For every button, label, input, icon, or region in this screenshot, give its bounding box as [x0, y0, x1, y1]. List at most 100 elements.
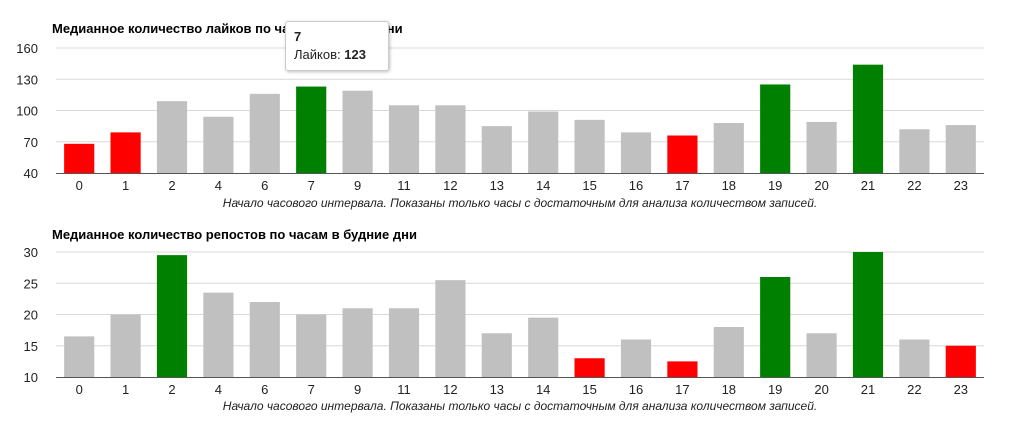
y-tick-label: 25	[24, 276, 38, 291]
x-tick-label: 18	[722, 382, 736, 397]
x-tick-label: 6	[261, 178, 268, 193]
x-tick-label: 17	[675, 382, 689, 397]
x-tick-label: 19	[768, 178, 782, 193]
bar	[528, 111, 559, 173]
x-tick-label: 22	[907, 382, 921, 397]
bar	[574, 358, 605, 377]
chart-1: Медианное количество лайков по часам в б…	[16, 21, 984, 210]
x-tick-label: 14	[536, 178, 550, 193]
bar	[156, 255, 188, 377]
x-tick-label: 18	[722, 178, 736, 193]
x-tick-label: 19	[768, 382, 782, 397]
bar	[899, 339, 930, 377]
x-tick-label: 0	[76, 382, 83, 397]
bar	[203, 292, 234, 377]
bar	[110, 132, 141, 173]
y-tick-label: 20	[24, 308, 38, 323]
bar	[620, 132, 652, 173]
x-tick-label: 15	[582, 382, 596, 397]
bar	[945, 345, 976, 377]
x-tick-label: 1	[122, 178, 129, 193]
x-tick-label: 13	[490, 382, 504, 397]
tooltip-label: Лайков:	[294, 47, 341, 62]
bar	[435, 280, 466, 377]
bar	[852, 64, 884, 173]
x-tick-label: 4	[215, 382, 222, 397]
x-tick-label: 20	[814, 382, 828, 397]
bar	[620, 339, 652, 377]
bar	[852, 252, 884, 377]
bar	[249, 93, 280, 173]
bar	[760, 277, 791, 377]
bar	[296, 314, 327, 377]
bar	[760, 84, 791, 173]
y-tick-label: 130	[16, 72, 38, 87]
y-tick-label: 100	[16, 104, 38, 119]
x-tick-label: 7	[308, 178, 315, 193]
bar	[388, 308, 420, 377]
y-tick-label: 160	[16, 41, 38, 56]
bar	[945, 125, 976, 173]
y-tick-label: 70	[24, 135, 38, 150]
bar	[574, 119, 605, 173]
bar	[528, 317, 559, 377]
x-tick-label: 17	[675, 178, 689, 193]
x-tick-label: 21	[861, 178, 875, 193]
y-tick-label: 30	[24, 245, 38, 260]
x-tick-label: 0	[76, 178, 83, 193]
x-tick-label: 15	[582, 178, 596, 193]
bar	[388, 105, 420, 173]
x-tick-label: 11	[397, 178, 411, 193]
x-tick-label: 14	[536, 382, 550, 397]
x-tick-label: 2	[168, 382, 175, 397]
bar	[713, 123, 744, 173]
bar	[435, 105, 466, 173]
bar	[713, 327, 744, 377]
bar-tooltip: 7 Лайков: 123	[285, 21, 389, 71]
y-tick-label: 40	[24, 166, 38, 181]
x-tick-label: 7	[308, 382, 315, 397]
bar	[342, 90, 373, 173]
bar	[899, 129, 930, 173]
x-tick-label: 23	[954, 382, 968, 397]
bar	[481, 333, 512, 377]
x-tick-label: 20	[814, 178, 828, 193]
x-tick-label: 12	[443, 178, 457, 193]
tooltip-line: Лайков: 123	[294, 46, 380, 64]
tooltip-value: 123	[344, 47, 366, 62]
x-tick-label: 23	[954, 178, 968, 193]
x-tick-label: 16	[629, 178, 643, 193]
tooltip-title: 7	[294, 29, 302, 44]
x-tick-label: 9	[354, 382, 361, 397]
x-axis-label: Начало часового интервала. Показаны толь…	[223, 196, 817, 210]
bar	[110, 314, 141, 377]
bar	[249, 302, 280, 377]
bar	[806, 121, 837, 173]
x-tick-label: 13	[490, 178, 504, 193]
x-tick-label: 4	[215, 178, 222, 193]
bar	[806, 333, 837, 377]
y-tick-label: 15	[24, 339, 38, 354]
bar	[342, 308, 373, 377]
bar	[203, 116, 234, 173]
chart-title: Медианное количество репостов по часам в…	[52, 227, 417, 242]
x-tick-label: 21	[861, 382, 875, 397]
bar	[667, 135, 698, 173]
x-tick-label: 9	[354, 178, 361, 193]
x-tick-label: 12	[443, 382, 457, 397]
y-tick-label: 10	[24, 370, 38, 385]
x-tick-label: 16	[629, 382, 643, 397]
chart-2: Медианное количество репостов по часам в…	[24, 227, 984, 413]
x-tick-label: 6	[261, 382, 268, 397]
x-tick-label: 11	[397, 382, 411, 397]
bar	[481, 126, 512, 173]
x-tick-label: 1	[122, 382, 129, 397]
x-axis-label: Начало часового интервала. Показаны толь…	[223, 399, 817, 413]
x-tick-label: 2	[168, 178, 175, 193]
x-tick-label: 22	[907, 178, 921, 193]
bar	[64, 143, 95, 173]
bar	[667, 361, 698, 377]
bar	[64, 336, 95, 377]
bar	[296, 86, 327, 173]
